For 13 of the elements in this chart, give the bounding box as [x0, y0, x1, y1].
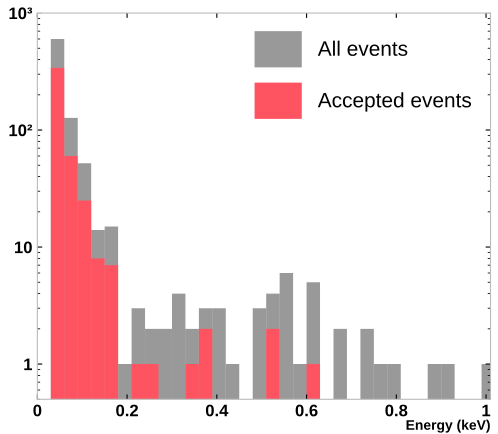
- y-tick-label: 10²: [9, 124, 32, 136]
- legend-label: All events: [318, 40, 408, 56]
- y-tick-label: 10: [15, 241, 32, 254]
- x-tick-label: 0.4: [206, 404, 228, 416]
- x-tick-label: 0: [33, 404, 42, 416]
- y-tick-label: 1: [24, 358, 32, 370]
- x-tick-label: 0.2: [116, 404, 138, 416]
- x-tick-label: 0.6: [296, 404, 318, 416]
- x-axis-title: Energy (keV): [406, 420, 490, 433]
- y-tick-label: 10³: [9, 7, 32, 20]
- x-tick-label: 1: [482, 404, 490, 416]
- x-tick-label: 0.8: [385, 404, 408, 416]
- legend-label: Accepted events: [318, 92, 472, 112]
